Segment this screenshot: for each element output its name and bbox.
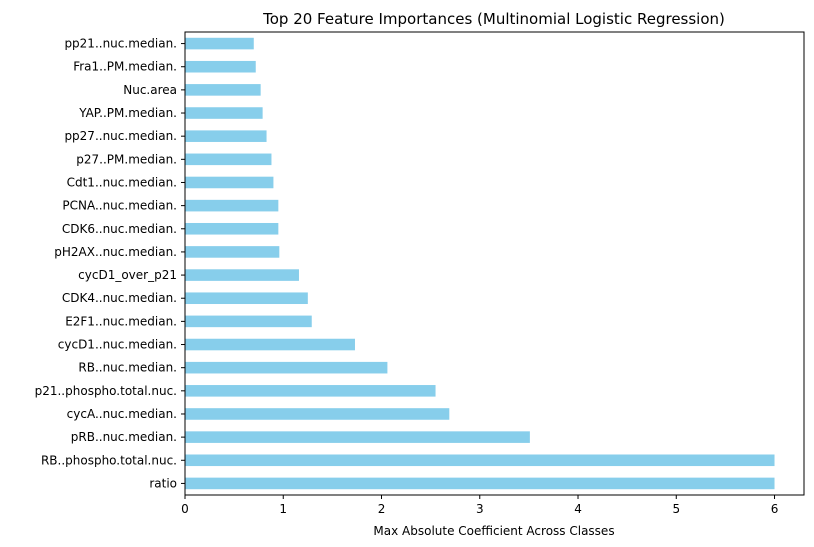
- y-tick-label: pH2AX..nuc.median.: [54, 245, 177, 259]
- y-tick-label: p27..PM.median.: [76, 152, 177, 166]
- chart-title: Top 20 Feature Importances (Multinomial …: [262, 10, 725, 28]
- y-tick-label: RB..nuc.median.: [78, 361, 177, 375]
- bar: [185, 153, 272, 166]
- y-tick-label: pRB..nuc.median.: [71, 430, 177, 444]
- y-tick-label: pp27..nuc.median.: [64, 129, 177, 143]
- bar: [185, 385, 436, 397]
- y-tick-label: CDK4..nuc.median.: [62, 291, 177, 305]
- bar: [185, 107, 263, 119]
- bar: [185, 477, 775, 490]
- bar: [185, 315, 312, 328]
- y-tick-label: pp21..nuc.median.: [64, 37, 177, 51]
- y-tick-label: CDK6..nuc.median.: [62, 222, 177, 236]
- bar: [185, 269, 299, 281]
- y-tick-label: cycD1_over_p21: [78, 268, 177, 282]
- y-tick-label: Cdt1..nuc.median.: [67, 175, 177, 189]
- x-tick-label: 6: [771, 502, 779, 516]
- x-axis-ticks: 0 1 2 3 4 5 6: [181, 495, 778, 516]
- bar: [185, 246, 280, 258]
- bar: [185, 222, 279, 235]
- y-tick-label: cycA..nuc.median.: [67, 407, 177, 421]
- y-tick-label: Nuc.area: [123, 83, 177, 97]
- bar: [185, 37, 254, 50]
- bar: [185, 408, 450, 420]
- plot-frame: [184, 31, 805, 496]
- x-tick-label: 2: [378, 502, 386, 516]
- bar: [185, 176, 274, 189]
- bar: [185, 130, 267, 142]
- bar: [185, 292, 308, 305]
- y-tick-label: cycD1..nuc.median.: [58, 338, 177, 352]
- bar: [185, 431, 530, 443]
- bar: [185, 454, 775, 467]
- y-tick-label: ratio: [149, 476, 177, 490]
- x-tick-label: 0: [181, 502, 189, 516]
- x-tick-label: 5: [672, 502, 680, 516]
- y-tick-label: Fra1..PM.median.: [73, 60, 177, 74]
- y-axis-ticks: pp21..nuc.median. Fra1..PM.median. Nuc.are…: [35, 37, 185, 490]
- x-tick-label: 1: [279, 502, 287, 516]
- bar: [185, 84, 261, 96]
- x-tick-label: 3: [476, 502, 484, 516]
- bar: [185, 199, 279, 212]
- bar: [185, 60, 256, 73]
- x-axis-label: Max Absolute Coefficient Across Classes: [373, 524, 614, 538]
- y-tick-label: RB..phospho.total.nuc.: [41, 453, 177, 467]
- y-tick-label: PCNA..nuc.median.: [62, 199, 177, 213]
- bars-group: [185, 37, 775, 490]
- y-tick-label: YAP..PM.median.: [78, 106, 177, 120]
- x-tick-label: 4: [574, 502, 582, 516]
- y-tick-label: p21..phospho.total.nuc.: [35, 384, 177, 398]
- bar: [185, 361, 388, 374]
- y-tick-label: E2F1..nuc.median.: [65, 314, 177, 328]
- bar: [185, 338, 355, 351]
